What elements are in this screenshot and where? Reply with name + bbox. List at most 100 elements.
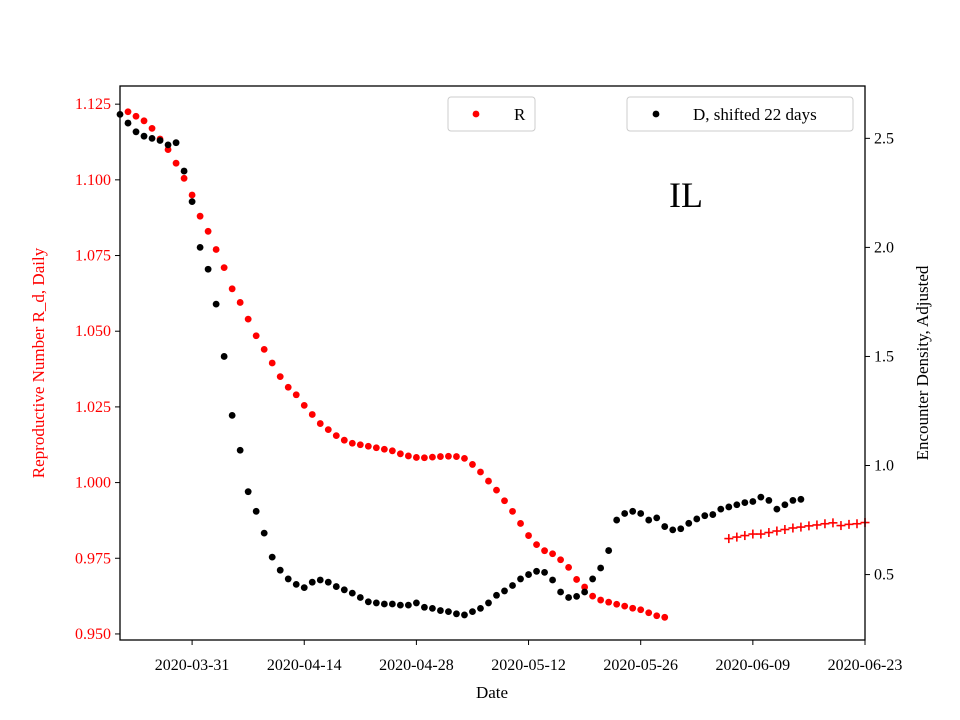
r-projected-series xyxy=(724,518,870,544)
series-1-point-5 xyxy=(764,528,774,538)
series-2-point-56 xyxy=(565,594,573,601)
series-2-point-66 xyxy=(645,516,653,524)
series-0-point-44 xyxy=(477,468,484,476)
series-0-point-12 xyxy=(220,264,228,272)
series-2-point-46 xyxy=(485,599,492,607)
series-1-point-15 xyxy=(844,519,854,529)
x-tick-label-4: 2020-05-26 xyxy=(603,657,678,674)
series-2-point-50 xyxy=(517,575,524,583)
series-2-point-70 xyxy=(677,525,685,533)
series-2-point-83 xyxy=(781,501,789,509)
series-2-point-43 xyxy=(461,611,468,619)
series-2-point-13 xyxy=(220,353,228,360)
series-0-point-64 xyxy=(637,606,645,614)
series-2-point-38 xyxy=(421,603,428,611)
series-2-point-72 xyxy=(693,515,701,523)
left-y-tick-label-6: 1.100 xyxy=(75,172,111,189)
series-2-point-55 xyxy=(557,588,564,596)
series-2-point-82 xyxy=(773,505,781,513)
series-2-point-64 xyxy=(629,507,637,515)
series-0-point-38 xyxy=(429,453,436,461)
series-2-point-44 xyxy=(469,608,476,616)
series-2-point-57 xyxy=(573,592,581,600)
series-2-point-60 xyxy=(597,564,605,572)
series-0-point-57 xyxy=(581,583,589,591)
x-tick-label-1: 2020-04-14 xyxy=(267,657,342,674)
x-tick-label-3: 2020-05-12 xyxy=(491,657,566,674)
series-2-point-41 xyxy=(445,608,452,616)
series-2-point-51 xyxy=(525,571,532,578)
series-0-point-54 xyxy=(557,556,564,564)
series-2-point-14 xyxy=(228,411,236,419)
series-0-point-46 xyxy=(493,486,500,494)
series-2-point-33 xyxy=(380,600,388,608)
series-0-point-63 xyxy=(629,604,637,612)
series-2-point-18 xyxy=(260,529,268,537)
series-2-point-81 xyxy=(765,497,773,504)
series-2-point-4 xyxy=(148,134,156,142)
series-2-point-34 xyxy=(388,600,396,608)
series-2-point-54 xyxy=(549,576,556,584)
series-2-point-31 xyxy=(364,598,372,606)
series-2-point-73 xyxy=(701,512,709,520)
plot-frame xyxy=(119,85,866,641)
series-0-point-5 xyxy=(164,146,172,153)
series-2-point-16 xyxy=(244,488,252,496)
series-2-point-80 xyxy=(757,493,765,501)
series-2-point-2 xyxy=(132,128,140,136)
series-0-point-36 xyxy=(412,454,420,461)
series-0-point-33 xyxy=(388,447,396,455)
legend-d-box xyxy=(626,96,854,132)
series-0-point-43 xyxy=(469,461,476,468)
series-0-point-27 xyxy=(340,436,348,444)
series-2-point-5 xyxy=(156,137,164,144)
series-0-point-53 xyxy=(549,550,556,558)
series-0-point-62 xyxy=(621,602,629,610)
series-0-point-1 xyxy=(132,112,140,120)
series-2-point-53 xyxy=(541,568,548,576)
r-series xyxy=(124,108,669,621)
series-2-point-35 xyxy=(396,601,404,609)
series-2-point-28 xyxy=(340,586,348,594)
series-2-point-48 xyxy=(501,587,508,595)
right-y-axis-ticks: 0.5 1.0 1.5 2.0 2.5 xyxy=(865,130,894,584)
right-y-tick-label-0: 0.5 xyxy=(874,567,894,584)
series-2-point-9 xyxy=(188,198,196,205)
series-2-point-17 xyxy=(252,507,260,515)
series-0-point-0 xyxy=(124,108,132,116)
series-0-point-13 xyxy=(228,285,236,293)
series-0-point-35 xyxy=(404,452,412,460)
left-y-tick-label-3: 1.025 xyxy=(75,399,111,416)
series-2-point-1 xyxy=(124,119,132,127)
series-2-point-21 xyxy=(284,575,292,583)
series-2-point-8 xyxy=(180,167,188,175)
series-0-point-25 xyxy=(324,426,332,434)
series-2-point-32 xyxy=(372,599,380,607)
series-0-point-34 xyxy=(396,450,404,458)
x-axis-title: Date xyxy=(476,683,508,702)
series-0-point-45 xyxy=(485,477,492,485)
right-y-axis-title: Encounter Density, Adjusted xyxy=(913,265,932,460)
series-2-point-74 xyxy=(709,511,717,518)
series-0-point-18 xyxy=(268,359,276,367)
series-2-point-36 xyxy=(404,601,412,609)
series-0-point-8 xyxy=(188,191,196,199)
series-0-point-24 xyxy=(316,420,324,427)
x-tick-label-0: 2020-03-31 xyxy=(155,657,230,674)
series-1-point-2 xyxy=(740,531,750,541)
x-tick-label-5: 2020-06-09 xyxy=(716,657,791,674)
series-2-point-68 xyxy=(661,523,669,530)
left-y-tick-label-2: 1.000 xyxy=(75,475,111,492)
left-y-tick-label-0: 0.950 xyxy=(75,626,111,643)
series-0-point-16 xyxy=(252,332,260,340)
series-0-point-60 xyxy=(605,598,613,606)
series-2-point-29 xyxy=(348,589,356,597)
series-2-point-37 xyxy=(412,599,420,607)
series-2-point-78 xyxy=(741,499,749,506)
series-0-point-28 xyxy=(348,439,356,447)
legend-d: D, shifted 22 days xyxy=(626,96,854,132)
series-2-point-24 xyxy=(308,578,316,586)
series-2-point-40 xyxy=(437,607,444,614)
series-0-point-37 xyxy=(421,454,428,462)
